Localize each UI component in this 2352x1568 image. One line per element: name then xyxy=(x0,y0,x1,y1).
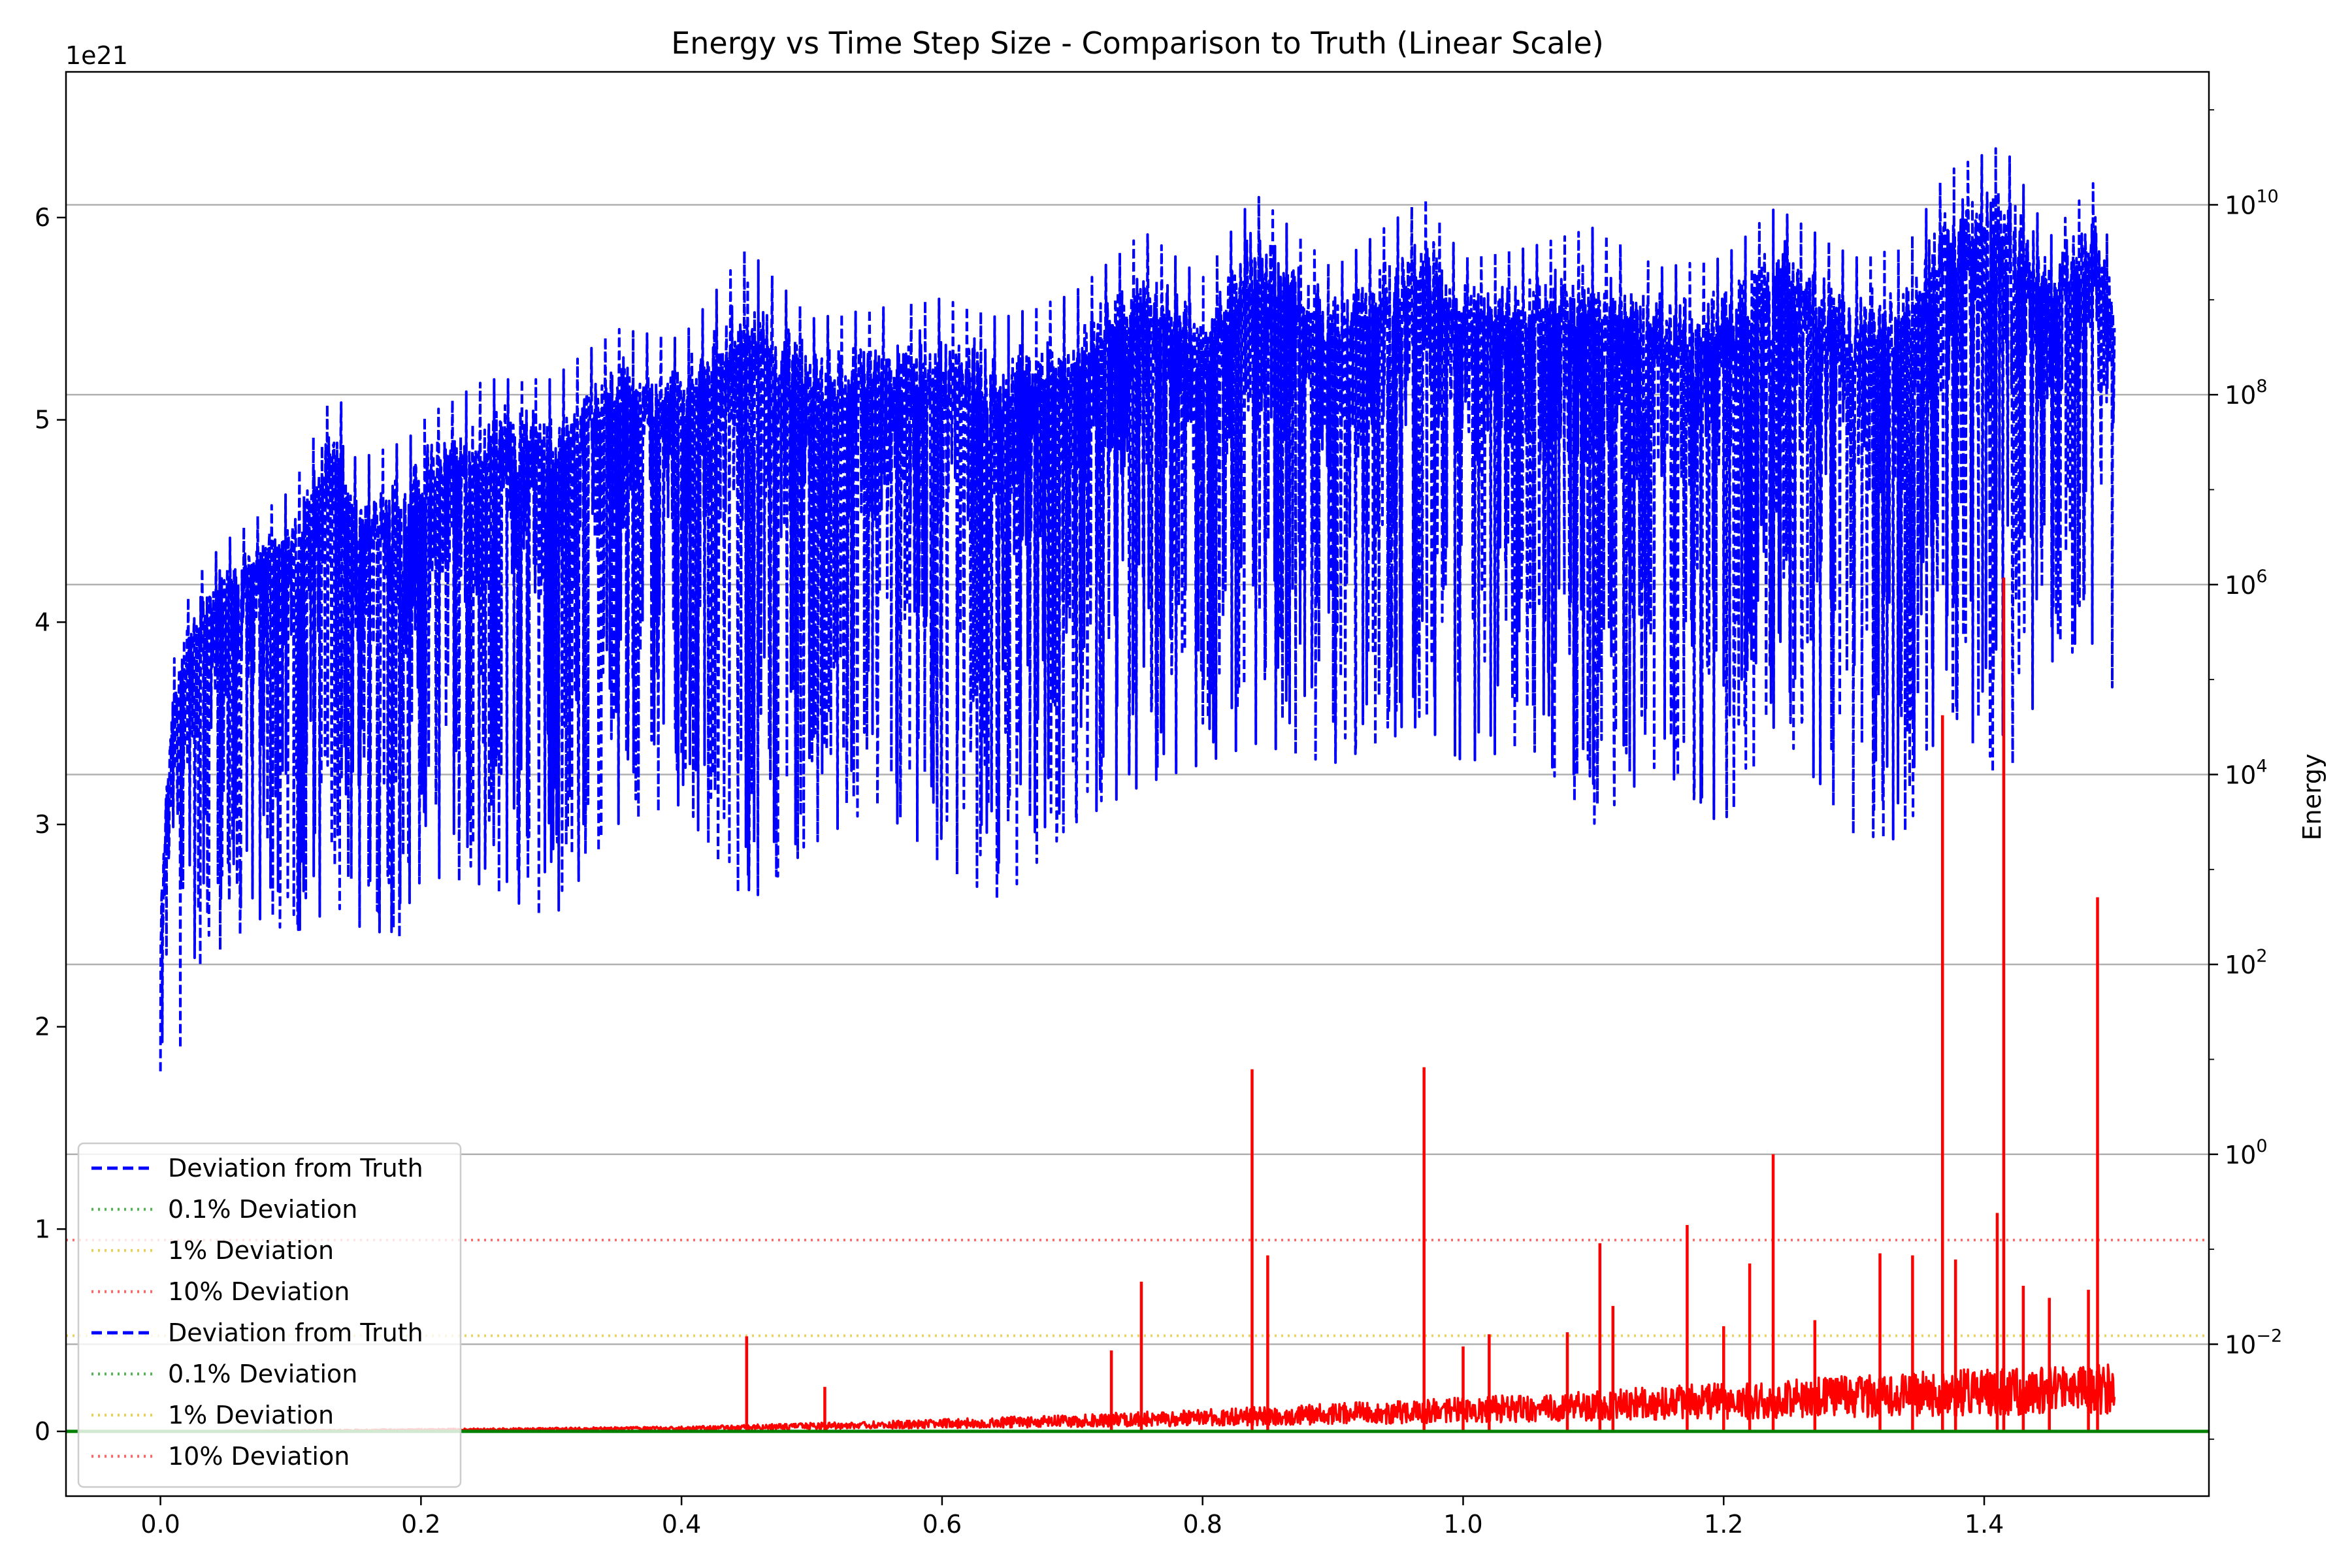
chart-title: Energy vs Time Step Size - Comparison to… xyxy=(671,25,1604,61)
legend-label-5: 0.1% Deviation xyxy=(168,1360,357,1388)
x-tick-label-5: 1.0 xyxy=(1443,1510,1482,1539)
series-deviation-from-truth xyxy=(159,147,2116,1071)
y2-tick-label-6: 1010 xyxy=(2225,186,2279,220)
legend-label-2: 1% Deviation xyxy=(168,1236,334,1265)
plot-data xyxy=(66,147,2209,1433)
legend-label-1: 0.1% Deviation xyxy=(168,1195,357,1224)
y-tick-label-4: 4 xyxy=(35,608,50,636)
y-tick-label-0: 0 xyxy=(35,1417,50,1446)
y2-tick-label-0: 10−2 xyxy=(2225,1326,2282,1359)
y-tick-label-6: 6 xyxy=(35,203,50,232)
y2-tick-label-2: 102 xyxy=(2225,946,2268,979)
y2-tick-label-4: 106 xyxy=(2225,566,2268,600)
axes: 0.0 0.2 0.4 0.6 0.8 1.0 1.2 1.4 0 1 2 3 4 5 6 10−2 100 10… xyxy=(35,109,2282,1539)
legend-box xyxy=(77,1142,462,1488)
y-tick-label-2: 2 xyxy=(35,1013,50,1041)
x-tick-label-6: 1.2 xyxy=(1704,1510,1743,1539)
x-tick-label-2: 0.4 xyxy=(662,1510,701,1539)
x-tick-label-1: 0.2 xyxy=(401,1510,440,1539)
x-tick-label-3: 0.6 xyxy=(923,1510,962,1539)
x-tick-label-0: 0.0 xyxy=(140,1510,180,1539)
legend-label-0: Deviation from Truth xyxy=(168,1154,423,1183)
y-offset-label: 1e21 xyxy=(65,41,128,70)
legend-label-6: 1% Deviation xyxy=(168,1401,334,1429)
legend: Deviation from Truth 0.1% Deviation 1% Dev… xyxy=(77,1142,462,1488)
y-tick-label-5: 5 xyxy=(35,406,50,434)
x-tick-label-7: 1.4 xyxy=(1965,1510,2004,1539)
legend-label-4: Deviation from Truth xyxy=(168,1318,423,1347)
y2-tick-label-1: 100 xyxy=(2225,1136,2268,1169)
plot-frame xyxy=(65,71,2210,1497)
legend-label-3: 10% Deviation xyxy=(168,1277,350,1306)
legend-label-7: 10% Deviation xyxy=(168,1442,350,1471)
y2-axis-label: Energy xyxy=(2298,753,2327,840)
y2-tick-label-3: 104 xyxy=(2225,756,2268,789)
x-tick-label-4: 0.8 xyxy=(1183,1510,1222,1539)
y2-tick-label-5: 108 xyxy=(2225,376,2268,410)
y-tick-label-3: 3 xyxy=(35,810,50,839)
y-tick-label-1: 1 xyxy=(35,1215,50,1243)
